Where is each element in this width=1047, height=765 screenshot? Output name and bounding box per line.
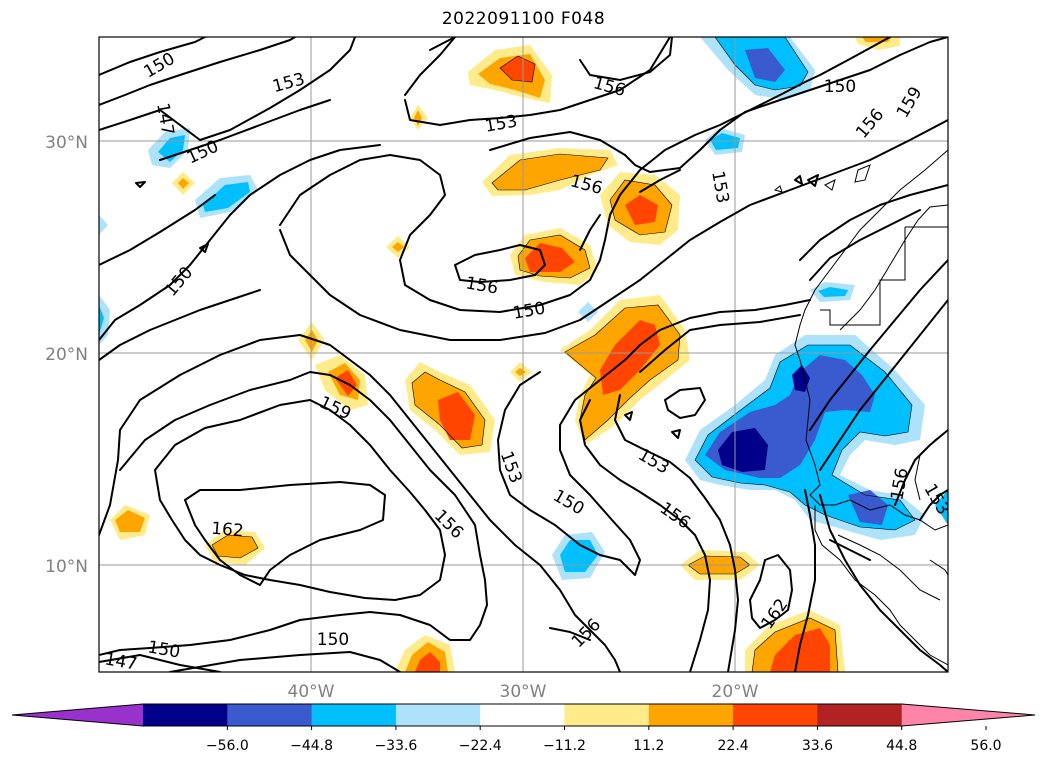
colorbar-extend-high [901,704,1035,726]
contour-label: 147 [103,649,138,674]
colorbar-segment [733,704,818,726]
colorbar-tick-label: 33.6 [802,738,833,754]
colorbar-tick-label: −11.2 [543,738,586,754]
colorbar-segment [480,704,565,726]
colorbar-tick-label: −44.8 [290,738,333,754]
contour-label: 162 [210,519,244,542]
gridlines [99,37,948,672]
map-frame [98,36,949,673]
height-contours [99,37,948,672]
colorbar-tick-label: −33.6 [374,738,417,754]
colorbar-segment [311,704,397,726]
colorbar-tick-label: 44.8 [886,738,917,754]
colorbar-tick-label: −22.4 [459,738,502,754]
lat-label-30n: 30°N [45,133,88,153]
colorbar-outline [11,703,1036,727]
colorbar: −56.0 −44.8 −33.6 −22.4 −11.2 11.2 22.4 33.6 44.… [11,703,1036,754]
colorbar-tick-label: 22.4 [718,738,749,754]
fill-outlines [211,37,916,672]
contour-label: 150 [317,630,349,650]
colorbar-segment [817,704,903,726]
map-plot-area: 150 153 156 147 150 153 156 150 156 159 … [99,37,948,674]
colorbar-tick-label: 11.2 [633,738,664,754]
positive-anomaly-fills [110,37,900,672]
contour-label: 150 [824,77,856,97]
colorbar-tick-label: 56.0 [970,738,1001,754]
colorbar-tick-label: −56.0 [206,738,249,754]
lon-label-20w: 20°W [712,682,759,702]
coastlines [773,149,948,666]
colorbar-segment [648,704,734,726]
colorbar-segment [395,704,481,726]
lon-label-30w: 30°W [500,682,547,702]
colorbar-segment [143,704,228,726]
lat-label-20n: 20°N [45,345,88,365]
lat-label-10n: 10°N [45,557,88,577]
colorbar-segment [564,704,650,726]
colorbar-extend-low [12,704,143,726]
map-title: 2022091100 F048 [441,9,606,29]
lon-label-40w: 40°W [288,682,335,702]
colorbar-segment [227,704,313,726]
